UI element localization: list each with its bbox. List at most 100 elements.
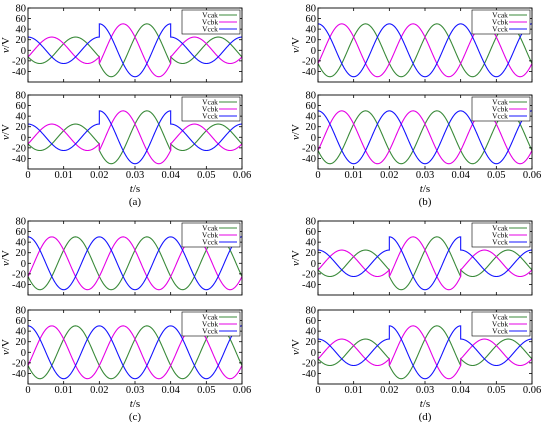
y-tick-label: -20 [302,143,316,154]
legend-label: Vcck [202,238,218,247]
legend-label: Vcbk [202,231,218,240]
y-tick-label: -20 [12,358,26,369]
y-tick-label: -20 [302,269,316,280]
legend-label: Vcak [202,11,218,20]
legend-label: Vcbk [492,105,508,114]
legend-label: Vcbk [492,18,508,27]
x-tick-label: 0.05 [197,170,215,181]
y-tick-label: 40 [16,112,27,123]
y-axis-label: v/V [0,124,12,140]
x-axis-label: t/s [130,183,140,195]
x-tick-label: 0.03 [416,170,434,181]
y-tick-label: 20 [306,35,317,46]
x-tick-label: 0.06 [233,170,251,181]
y-tick-label: -40 [302,280,316,291]
y-tick-label: 60 [16,14,27,25]
x-tick-label: 0.02 [90,385,108,396]
series-line-Vcck [28,23,242,78]
legend-label: Vcbk [492,231,508,240]
y-tick-label: -20 [302,56,316,67]
y-tick-label: 80 [306,4,317,15]
x-tick-label: 0.01 [54,385,72,396]
y-tick-label: -20 [12,143,26,154]
y-tick-label: -40 [302,154,316,165]
panel-caption: (d) [419,411,432,422]
x-tick-label: 0.05 [487,170,505,181]
y-tick-label: 80 [16,306,27,317]
y-tick-label: 80 [16,4,27,15]
legend-label: Vcak [492,11,508,20]
x-tick-label: 0.04 [451,170,470,181]
x-tick-label: 0.03 [126,385,144,396]
y-tick-label: 0 [21,46,26,57]
y-tick-label: -40 [12,154,26,165]
y-tick-label: 60 [306,14,317,25]
legend-label: Vcck [202,327,218,336]
legend-label: Vcak [492,98,508,107]
x-axis-label: t/s [130,398,140,410]
y-tick-label: 80 [16,217,27,228]
x-tick-label: 0.05 [487,385,505,396]
panel-caption: (b) [419,196,432,208]
panel-d: -40-20020406080v/VVcakVcbkVcck-40-200204… [290,217,541,422]
y-tick-label: 80 [306,306,317,317]
legend-label: Vcbk [202,320,218,329]
series-line-Vcck [28,325,242,380]
y-tick-label: 80 [306,217,317,228]
series-line-Vcbk [318,236,532,291]
legend-label: Vcbk [202,105,218,114]
x-tick-label: 0 [315,385,320,396]
legend-label: Vcak [202,313,218,322]
x-tick-label: 0.04 [161,170,180,181]
panel-caption: (c) [129,411,142,422]
y-axis-label: v/V [0,37,12,53]
y-tick-label: 20 [306,122,317,133]
series-line-Vcck [318,236,532,291]
x-tick-label: 0.02 [90,170,108,181]
y-axis-label: v/V [290,124,302,140]
y-tick-label: 40 [16,25,27,36]
y-tick-label: 40 [306,327,317,338]
legend-label: Vcck [492,112,508,121]
series-line-Vcbk [318,23,532,78]
y-tick-label: 60 [306,316,317,327]
x-tick-label: 0.02 [380,170,398,181]
x-axis-label: t/s [420,183,430,195]
y-axis-label: v/V [290,250,302,266]
y-axis-label: v/V [290,339,302,355]
y-tick-label: 40 [306,25,317,36]
y-tick-label: -40 [302,67,316,78]
series-line-Vcbk [28,110,242,165]
series-line-Vcbk [28,236,242,291]
legend-label: Vcak [492,224,508,233]
legend-label: Vcak [202,98,218,107]
y-tick-label: -40 [302,369,316,380]
series-line-Vcck [28,236,242,291]
y-tick-label: 0 [21,348,26,359]
x-tick-label: 0.05 [197,385,215,396]
series-line-Vcbk [318,325,532,380]
x-tick-label: 0.04 [451,385,470,396]
y-tick-label: 60 [306,227,317,238]
y-tick-label: 80 [16,91,27,102]
series-line-Vcbk [28,325,242,380]
x-tick-label: 0.02 [380,385,398,396]
legend-label: Vcak [492,313,508,322]
y-tick-label: 20 [306,337,317,348]
y-tick-label: 80 [306,91,317,102]
y-tick-label: -40 [12,67,26,78]
x-tick-label: 0 [315,170,320,181]
y-axis-label: v/V [290,37,302,53]
y-tick-label: 20 [16,248,27,259]
legend-label: Vcbk [202,18,218,27]
